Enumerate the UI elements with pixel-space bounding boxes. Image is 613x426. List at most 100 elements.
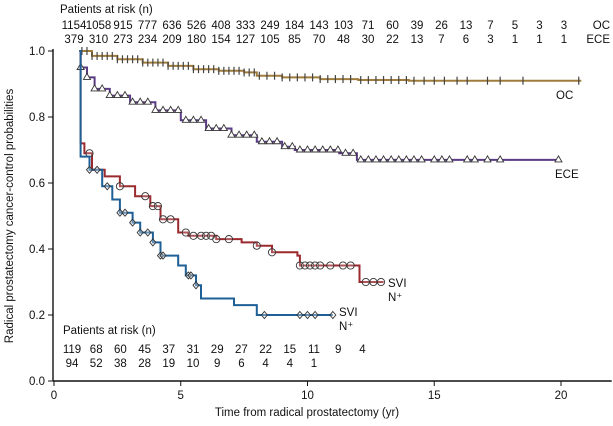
x-tick-label: 15 [428, 390, 441, 402]
risk-count: 9 [214, 358, 220, 370]
risk-count: 1154 [62, 20, 87, 32]
censor-mark [338, 261, 348, 270]
censor-mark [429, 155, 439, 163]
risk-count: 154 [211, 34, 231, 46]
risk-count: 127 [236, 34, 255, 46]
risk-count: 28 [138, 358, 151, 370]
risk-count: 7 [438, 34, 444, 46]
risk-count: 52 [90, 358, 103, 370]
risk-count: 38 [114, 358, 127, 370]
censor-mark [356, 155, 366, 163]
risk-count: 5 [512, 20, 518, 32]
censor-mark [166, 215, 175, 224]
risk-count: 15 [283, 344, 296, 356]
risk-count: 526 [187, 20, 206, 32]
censor-mark [187, 271, 195, 280]
censor-mark [189, 231, 198, 240]
risk-count: 31 [187, 344, 200, 356]
risk-count: 4 [262, 358, 269, 370]
censor-mark [445, 155, 454, 163]
censor-mark [113, 90, 122, 98]
risk-count: 119 [63, 344, 81, 356]
censor-mark [326, 261, 335, 270]
censor-mark [386, 155, 396, 163]
censor-mark [136, 228, 144, 237]
risk-count: 234 [138, 34, 158, 46]
risk-table-top: Patients at risk (n)1154 1058 915 777 636 526… [60, 4, 610, 46]
censor-mark [249, 130, 259, 138]
risk-count: 333 [236, 20, 255, 32]
series-label-nplus: SVI [339, 307, 358, 319]
risk-count: 10 [187, 358, 200, 370]
risk-count: 68 [90, 344, 103, 356]
survival-curve-svi [79, 50, 384, 283]
censor-mark [371, 155, 381, 163]
risk-count: 1058 [86, 20, 112, 32]
censor-mark [272, 136, 282, 145]
censor-mark [394, 155, 404, 163]
censor-mark [166, 105, 175, 113]
risk-count: 29 [211, 344, 224, 356]
censor-mark [128, 97, 137, 105]
censor-mark [158, 215, 168, 224]
censor-mark [318, 145, 327, 153]
risk-count: 9 [335, 344, 341, 356]
censor-mark [341, 148, 350, 156]
censor-mark [93, 165, 101, 174]
risk-count: 19 [162, 358, 175, 370]
censor-mark [280, 141, 289, 150]
risk-count: 60 [114, 344, 127, 356]
risk-count: 26 [435, 20, 448, 32]
censor-mark [267, 248, 277, 257]
x-axis-title: Time from radical prostatectomy (yr) [215, 407, 399, 419]
censor-mark [181, 115, 191, 123]
series-ece [76, 50, 563, 163]
risk-count: 22 [386, 34, 399, 46]
risk-count: 6 [238, 358, 244, 370]
risk-count: 37 [162, 344, 175, 356]
censor-mark [149, 238, 157, 247]
risk-count: 94 [66, 358, 79, 370]
censor-mark [364, 155, 373, 163]
censor-mark [462, 155, 472, 163]
censor-mark [295, 145, 305, 153]
risk-group-label: ECE [586, 34, 610, 46]
risk-count: 13 [460, 20, 473, 32]
censor-mark [212, 235, 221, 244]
censor-mark [181, 228, 190, 237]
censor-mark [219, 123, 229, 131]
risk-count: 85 [288, 34, 301, 46]
risk-tables: Patients at risk (n)1154 1058 915 777 636 526… [60, 4, 610, 370]
risk-count: 4 [287, 358, 294, 370]
censor-mark [437, 155, 447, 163]
censor-mark [333, 145, 343, 153]
censor-mark [288, 141, 297, 150]
censor-mark [151, 105, 160, 113]
risk-count: 3 [487, 34, 493, 46]
censor-mark [257, 136, 267, 145]
risk-count: 1 [561, 34, 567, 46]
risk-table-heading: Patients at risk (n) [63, 325, 156, 337]
risk-count: 1 [512, 34, 518, 46]
censor-mark [417, 155, 426, 163]
series-label-svi: N⁺ [388, 292, 402, 304]
censor-mark [329, 310, 337, 320]
censor-mark [265, 136, 274, 145]
series-label-svi: SVI [388, 278, 407, 290]
censor-mark [159, 251, 167, 260]
risk-count: 105 [260, 34, 279, 46]
risk-count: 180 [187, 34, 206, 46]
censor-mark [173, 105, 183, 113]
censor-mark [153, 202, 162, 211]
censor-mark [361, 277, 370, 287]
censor-mark [316, 261, 325, 270]
censor-mark [554, 155, 563, 163]
y-tick-label: 0.6 [29, 178, 45, 190]
risk-count: 209 [162, 34, 181, 46]
x-tick-label: 5 [178, 390, 184, 402]
series-label-nplus: N⁺ [339, 321, 353, 333]
risk-count: 11 [308, 344, 320, 356]
censor-mark [326, 145, 335, 153]
censor-mark [158, 105, 168, 113]
y-tick-label: 0.8 [29, 112, 45, 124]
